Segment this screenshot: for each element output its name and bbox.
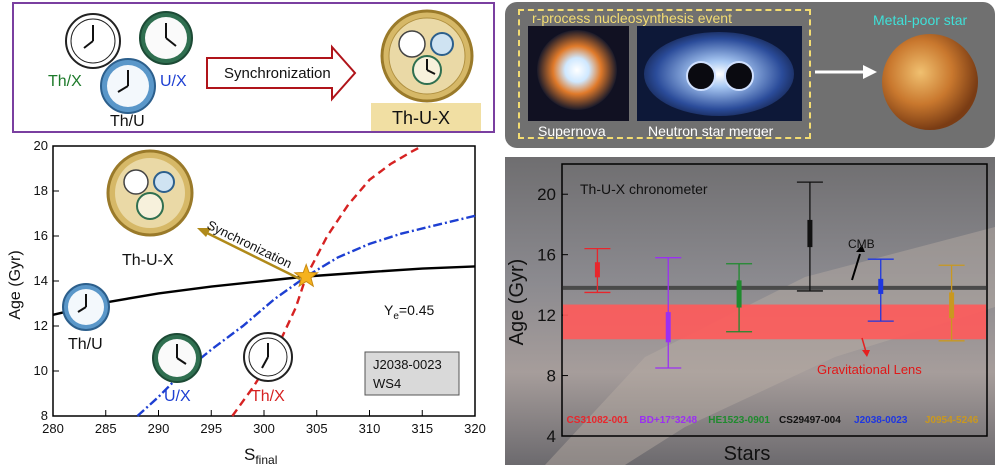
th-u-x-badge xyxy=(371,103,481,131)
r-process-event-frame xyxy=(518,9,811,139)
left-ytick-label: 12 xyxy=(34,318,48,333)
th-u-x-label: Th-U-X xyxy=(392,108,450,128)
intersection-star-icon xyxy=(293,263,319,288)
cmb-label: CMB xyxy=(848,237,875,251)
age-chronometer-panel: 4 8 12 16 20 Th-U-X chronometer CMB Gravitat… xyxy=(505,157,995,465)
milky-way-band xyxy=(545,227,995,465)
chronometer-title: Th-U-X chronometer xyxy=(580,181,708,197)
synchronization-schematic: Th/X U/X Th/U Synchronization xyxy=(12,2,495,133)
right-ytick-label: 12 xyxy=(537,306,556,325)
supernova-burst-icon xyxy=(537,30,617,110)
error-bar xyxy=(796,181,823,292)
error-bar xyxy=(584,247,611,294)
left-xtick-label: 285 xyxy=(95,421,117,436)
left-xtick-label: 280 xyxy=(42,421,64,436)
gravitational-lens-band xyxy=(563,304,986,340)
th-u-clock-icon-chart xyxy=(62,283,110,331)
left-xtick-label: 310 xyxy=(359,421,381,436)
th-u-clock-label: Th/U xyxy=(68,336,103,353)
schematic-svg: Th/X U/X Th/U Synchronization xyxy=(48,9,481,131)
right-ytick-label: 16 xyxy=(537,246,556,265)
left-axis-ticks: 280 285 290 295 300 305 310 315 320 8 10 12 14 16 18 20 xyxy=(34,138,486,436)
age-error-bars xyxy=(584,181,965,369)
lens-arrow-icon xyxy=(861,337,870,357)
right-ylabel: Age (Gyr) xyxy=(506,259,528,346)
left-ylabel: Age (Gyr) xyxy=(7,250,24,319)
u-x-label: U/X xyxy=(160,73,187,90)
right-plot-area xyxy=(561,163,988,437)
th-u-x-clock-label: Th-U-X xyxy=(122,252,174,269)
left-xtick-label: 295 xyxy=(200,421,222,436)
u-x-clock-icon xyxy=(139,11,193,65)
right-arrow-icon xyxy=(815,65,877,79)
star-name-label: BD+17°3248 xyxy=(639,415,697,426)
age-vs-s-final-chart: 280 285 290 295 300 305 310 315 320 8 10 12 14 16 18 20… xyxy=(7,138,486,467)
model-name-label: WS4 xyxy=(373,376,401,391)
th-u-x-clock-icon xyxy=(380,9,474,103)
error-bar xyxy=(867,258,894,322)
left-ytick-label: 10 xyxy=(34,363,48,378)
star-name-label: J2038-0023 xyxy=(854,415,908,426)
th-x-clock-icon xyxy=(65,13,121,69)
sync-arrow-icon xyxy=(197,228,301,281)
ye-label: Ye=0.45 xyxy=(384,302,435,322)
neutron-star-left-icon xyxy=(686,61,716,91)
age-chronometer-svg: 4 8 12 16 20 Th-U-X chronometer CMB Gravitat… xyxy=(506,163,995,465)
star-name-label: HE1523-0901 xyxy=(708,415,770,426)
star-name-label: CS31082-001 xyxy=(567,415,629,426)
lens-label: Gravitational Lens xyxy=(817,362,922,377)
th-u-x-clock-icon-chart xyxy=(106,149,194,237)
synchronization-arrow-icon xyxy=(206,44,357,102)
star-name-label: J0954-5246 xyxy=(925,415,979,426)
left-ytick-label: 16 xyxy=(34,228,48,243)
synchronization-label: Synchronization xyxy=(224,65,331,82)
right-xlabel: Stars xyxy=(724,443,771,465)
u-x-clock-icon-chart xyxy=(152,333,202,383)
left-ytick-label: 20 xyxy=(34,138,48,153)
left-xtick-label: 315 xyxy=(411,421,433,436)
left-xtick-label: 290 xyxy=(148,421,170,436)
star-name-label: CS29497-004 xyxy=(779,415,841,426)
th-u-clock-icon xyxy=(100,58,156,114)
star-model-box xyxy=(364,351,460,396)
r-process-panel: r-process nucleosynthesis event Supernov… xyxy=(505,2,995,148)
merger-glow-icon xyxy=(644,32,794,116)
r-process-svg: r-process nucleosynthesis event Supernov… xyxy=(528,10,978,139)
neutron-star-merger-label: Neutron star merger xyxy=(648,123,774,139)
left-xtick-label: 300 xyxy=(253,421,275,436)
left-ytick-label: 14 xyxy=(34,273,48,288)
error-bar xyxy=(726,263,753,333)
right-ytick-label: 4 xyxy=(547,427,556,446)
metal-poor-star-label: Metal-poor star xyxy=(873,12,967,28)
left-xtick-label: 320 xyxy=(464,421,486,436)
cmb-arrow-icon xyxy=(851,245,865,281)
series-line-th-u xyxy=(52,265,476,316)
right-axis-ticks: 4 8 12 16 20 xyxy=(537,185,568,446)
star-name-label: J2038-0023 xyxy=(373,357,442,372)
lens-range-band xyxy=(563,304,986,340)
left-ytick-label: 18 xyxy=(34,183,48,198)
th-x-clock-label: Th/X xyxy=(251,388,285,405)
left-xtick-label: 305 xyxy=(306,421,328,436)
neutron-star-right-icon xyxy=(724,61,754,91)
left-xlabel: Sfinal xyxy=(244,445,277,467)
left-ytick-label: 8 xyxy=(41,408,48,423)
r-process-title: r-process nucleosynthesis event xyxy=(532,10,732,26)
th-u-label: Th/U xyxy=(110,113,145,130)
supernova-label: Supernova xyxy=(538,123,606,139)
th-x-clock-icon-chart xyxy=(243,332,293,382)
th-x-label: Th/X xyxy=(48,73,82,90)
right-ytick-label: 20 xyxy=(537,185,556,204)
error-bar xyxy=(655,257,682,369)
star-name-labels: CS31082-001 BD+17°3248 HE1523-0901 CS29497-… xyxy=(567,415,979,426)
metal-poor-star-icon xyxy=(882,34,978,130)
u-x-clock-label: U/X xyxy=(164,388,191,405)
error-bar xyxy=(938,264,965,342)
right-ytick-label: 8 xyxy=(547,367,556,386)
